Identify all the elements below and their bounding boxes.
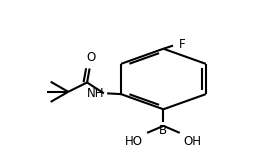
Text: OH: OH xyxy=(184,135,201,148)
Text: O: O xyxy=(86,51,96,64)
Text: NH: NH xyxy=(86,87,104,100)
Text: B: B xyxy=(159,124,167,137)
Text: HO: HO xyxy=(125,135,143,148)
Text: F: F xyxy=(179,38,185,51)
